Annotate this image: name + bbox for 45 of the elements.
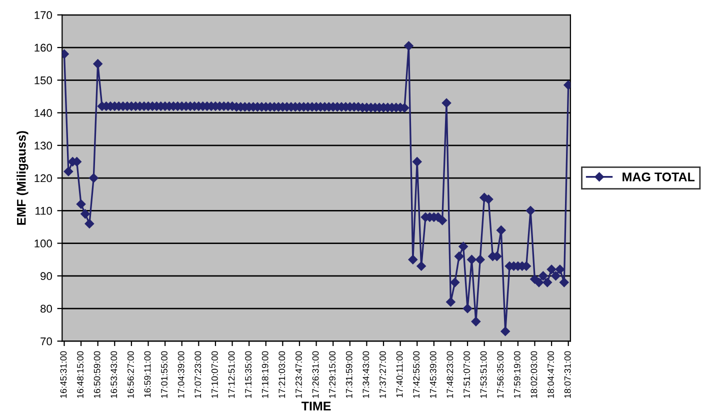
x-tick-label: 17:12:51:00 bbox=[228, 351, 235, 398]
x-tick-label: 17:45:39:00 bbox=[430, 351, 436, 398]
x-tick-label: 17:37:27:00 bbox=[380, 351, 386, 398]
x-tick-label: 18:07:31:00 bbox=[564, 351, 571, 398]
x-tick-label: 16:56:27:00 bbox=[127, 351, 134, 398]
x-tick-label: 17:01:55:00 bbox=[161, 351, 168, 398]
y-tick-label: 90 bbox=[40, 272, 52, 280]
x-tick-label: 16:45:31:00 bbox=[60, 351, 67, 398]
x-tick-label: 17:10:07:00 bbox=[211, 351, 218, 398]
x-tick-label: 17:21:03:00 bbox=[278, 351, 286, 398]
x-tick-label: 17:29:15:00 bbox=[329, 351, 336, 398]
y-tick-label: 110 bbox=[36, 206, 52, 215]
y-tick-label: 80 bbox=[40, 304, 52, 313]
y-tick-label: 100 bbox=[34, 240, 52, 248]
x-tick-label: 18:02:03:00 bbox=[530, 351, 538, 398]
x-tick-label: 17:23:47:00 bbox=[296, 351, 302, 398]
y-tick-label: 160 bbox=[34, 44, 52, 52]
x-tick-label: 16:50:59:00 bbox=[94, 351, 100, 398]
legend-label: MAG TOTAL bbox=[622, 172, 695, 182]
x-tick-label: 18:04:47:00 bbox=[548, 351, 554, 398]
y-tick-label: 170 bbox=[34, 11, 52, 20]
x-tick-label: 17:48:23:00 bbox=[446, 351, 454, 398]
x-tick-label: 17:04:39:00 bbox=[178, 351, 184, 398]
x-tick-label: 17:18:19:00 bbox=[262, 351, 268, 398]
x-tick-label: 17:51:07:00 bbox=[464, 351, 470, 398]
x-tick-label: 17:34:43:00 bbox=[362, 351, 370, 398]
x-tick-label: 16:48:15:00 bbox=[77, 351, 84, 398]
y-tick-label: 150 bbox=[34, 76, 52, 84]
x-tick-label: 16:59:11:00 bbox=[144, 351, 151, 398]
x-tick-label: 17:15:35:00 bbox=[245, 351, 252, 398]
x-tick-label: 17:42:55:00 bbox=[413, 351, 420, 398]
y-tick-label: 120 bbox=[34, 174, 52, 182]
x-tick-label: 17:56:35:00 bbox=[497, 351, 504, 398]
y-tick-label: 70 bbox=[40, 337, 52, 346]
x-tick-label: 17:07:23:00 bbox=[194, 351, 202, 398]
x-axis-title: TIME bbox=[302, 402, 331, 410]
x-tick-label: 17:59:19:00 bbox=[514, 351, 520, 398]
x-tick-label: 17:40:11:00 bbox=[396, 351, 403, 398]
y-tick-label: 130 bbox=[34, 142, 52, 150]
y-axis-title: EMF (Miligauss) bbox=[16, 131, 28, 225]
x-tick-label: 17:53:51:00 bbox=[480, 351, 487, 398]
x-tick-label: 17:31:59:00 bbox=[346, 351, 352, 398]
x-tick-label: 17:26:31:00 bbox=[312, 351, 319, 398]
x-tick-label: 16:53:43:00 bbox=[110, 351, 118, 398]
y-tick-label: 140 bbox=[34, 109, 52, 117]
